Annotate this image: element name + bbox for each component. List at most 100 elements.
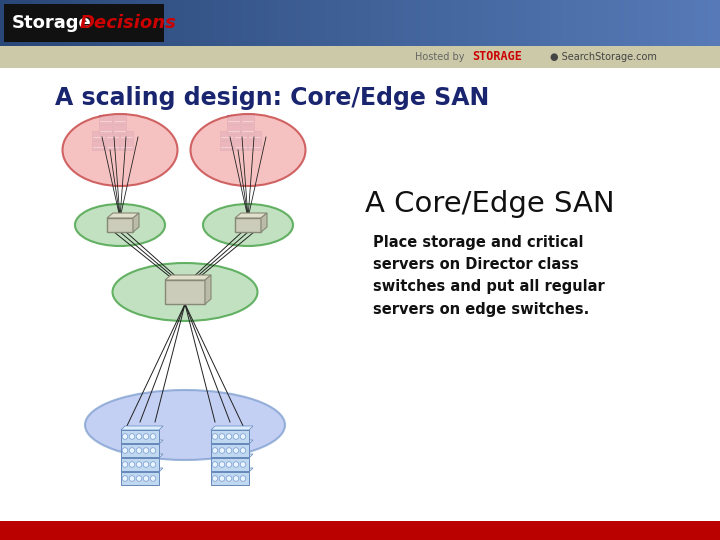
Circle shape	[129, 434, 135, 440]
Bar	[276, 0, 279, 46]
Bar	[559, 0, 562, 46]
Bar	[607, 0, 611, 46]
Bar	[379, 0, 382, 46]
Bar	[227, 125, 240, 134]
Bar	[696, 0, 699, 46]
Bar	[106, 0, 109, 46]
Bar	[112, 115, 125, 124]
Bar	[547, 0, 551, 46]
Bar	[240, 115, 253, 124]
Polygon shape	[235, 213, 267, 218]
Polygon shape	[133, 213, 139, 232]
Bar	[171, 0, 174, 46]
Circle shape	[212, 462, 218, 467]
Bar	[391, 0, 395, 46]
Bar	[165, 280, 205, 304]
Bar	[120, 141, 132, 150]
Bar	[228, 0, 231, 46]
Bar	[19, 0, 22, 46]
Bar	[449, 0, 452, 46]
Bar	[153, 0, 157, 46]
Bar	[252, 0, 256, 46]
Bar	[243, 0, 246, 46]
Bar	[86, 0, 90, 46]
Bar	[307, 0, 310, 46]
Bar	[492, 0, 495, 46]
Bar	[250, 0, 253, 46]
Circle shape	[150, 476, 156, 481]
Bar	[96, 0, 99, 46]
Bar	[22, 0, 25, 46]
Bar	[0, 46, 720, 68]
Bar	[34, 0, 37, 46]
Bar	[451, 0, 454, 46]
Bar	[526, 0, 529, 46]
Bar	[528, 0, 531, 46]
Bar	[139, 0, 143, 46]
Circle shape	[129, 448, 135, 453]
Circle shape	[150, 448, 156, 453]
Bar	[418, 0, 421, 46]
Text: Hosted by: Hosted by	[415, 52, 464, 62]
Bar	[621, 0, 625, 46]
Bar	[538, 0, 541, 46]
Bar	[549, 0, 553, 46]
Bar	[408, 0, 411, 46]
Bar	[326, 0, 330, 46]
Bar	[192, 0, 195, 46]
Bar	[112, 125, 125, 134]
Bar	[614, 0, 618, 46]
Bar	[636, 0, 639, 46]
Bar	[477, 0, 481, 46]
Bar	[185, 0, 188, 46]
Bar	[367, 0, 371, 46]
Circle shape	[240, 462, 246, 467]
Bar	[650, 0, 654, 46]
Bar	[377, 0, 380, 46]
Circle shape	[122, 476, 128, 481]
Polygon shape	[107, 213, 139, 218]
Bar	[99, 0, 102, 46]
Bar	[331, 0, 335, 46]
Bar	[502, 0, 505, 46]
Bar	[660, 0, 663, 46]
Bar	[485, 0, 488, 46]
Bar	[459, 0, 462, 46]
Bar	[480, 0, 483, 46]
Bar	[701, 0, 704, 46]
Bar	[156, 0, 159, 46]
Bar	[130, 0, 133, 46]
Bar	[60, 0, 63, 46]
Bar	[310, 0, 313, 46]
Bar	[108, 0, 112, 46]
Bar	[490, 0, 493, 46]
Bar	[432, 0, 436, 46]
Bar	[89, 0, 92, 46]
Bar	[121, 444, 159, 457]
Bar	[353, 0, 356, 46]
Bar	[41, 0, 44, 46]
Bar	[506, 0, 510, 46]
Bar	[264, 0, 267, 46]
Bar	[675, 0, 678, 46]
Bar	[238, 0, 241, 46]
Bar	[571, 0, 575, 46]
Bar	[266, 0, 270, 46]
Bar	[245, 0, 248, 46]
Bar	[151, 0, 155, 46]
Bar	[463, 0, 467, 46]
Bar	[36, 0, 40, 46]
Circle shape	[122, 462, 128, 467]
Bar	[691, 0, 695, 46]
Bar	[600, 0, 603, 46]
Circle shape	[233, 448, 239, 453]
Bar	[677, 0, 680, 46]
Bar	[117, 0, 121, 46]
Bar	[358, 0, 361, 46]
Bar	[333, 0, 337, 46]
Bar	[233, 131, 246, 140]
Bar	[513, 0, 517, 46]
Bar	[271, 0, 274, 46]
Bar	[593, 0, 596, 46]
Bar	[686, 0, 690, 46]
